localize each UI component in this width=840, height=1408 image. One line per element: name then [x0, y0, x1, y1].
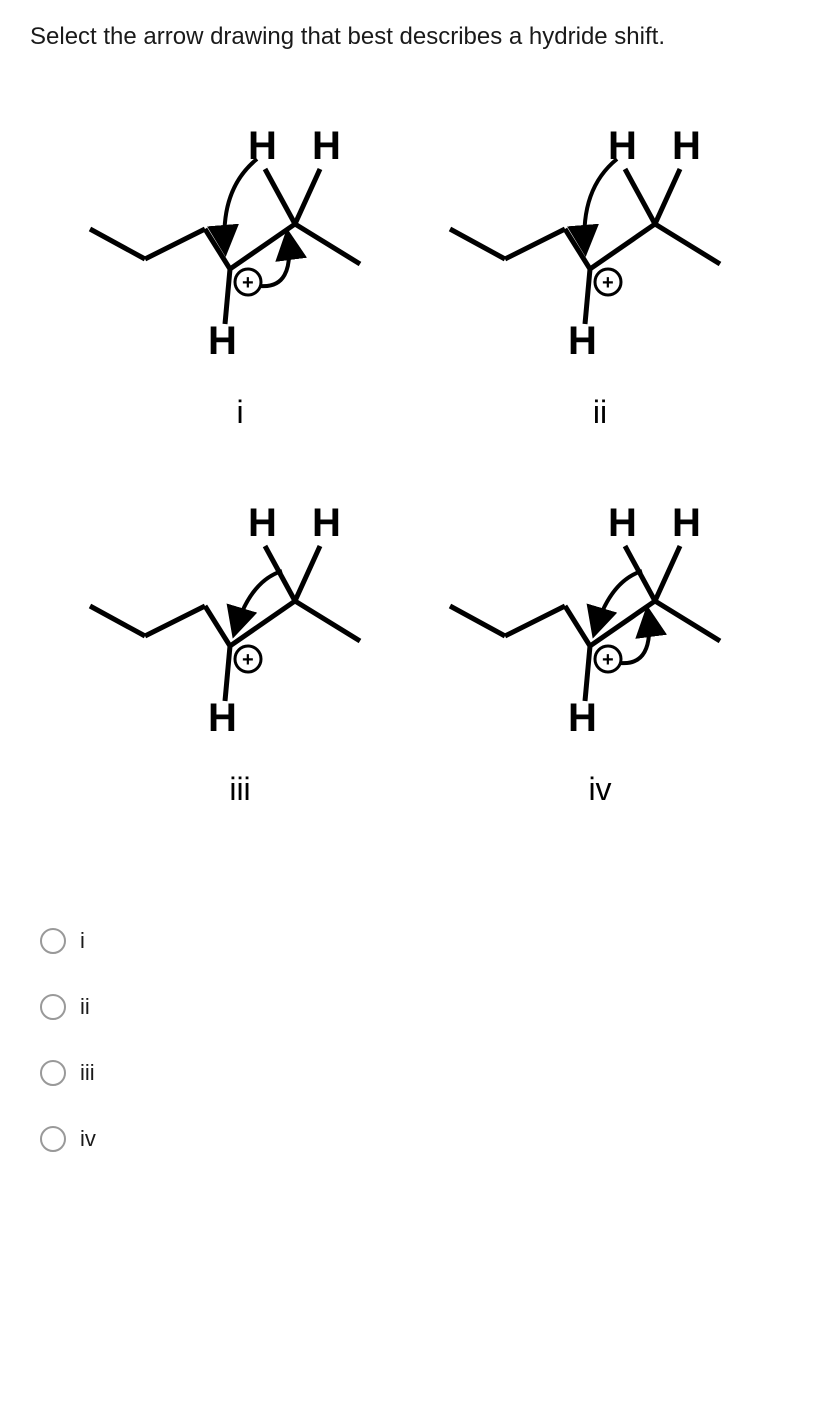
atom-h-bottom: H: [208, 319, 237, 363]
option-iv[interactable]: iv: [40, 1126, 810, 1152]
plus-charge: +: [242, 272, 254, 294]
atom-h-bottom: H: [568, 319, 597, 363]
atom-h-top-right: H: [312, 124, 341, 168]
diagram-label-i: i: [236, 394, 243, 431]
atom-h-bottom: H: [208, 696, 237, 740]
plus-charge: +: [242, 649, 254, 671]
diagram-label-iii: iii: [229, 771, 250, 808]
option-label-i: i: [80, 928, 85, 954]
option-label-ii: ii: [80, 994, 90, 1020]
diagram-label-ii: ii: [593, 394, 607, 431]
plus-charge: +: [602, 272, 614, 294]
answer-options: i ii iii iv: [30, 928, 810, 1152]
diagram-iv: H H H + iv: [430, 491, 770, 808]
diagrams-grid: H H H + i H: [30, 114, 810, 808]
option-ii[interactable]: ii: [40, 994, 810, 1020]
molecule-ii-svg: H H H +: [430, 114, 770, 374]
radio-i[interactable]: [40, 928, 66, 954]
diagram-i: H H H + i: [70, 114, 410, 431]
atom-h-top-right: H: [672, 501, 701, 545]
question-text: Select the arrow drawing that best descr…: [30, 20, 810, 54]
diagram-label-iv: iv: [588, 771, 611, 808]
atom-h-top-left: H: [248, 501, 277, 545]
option-label-iv: iv: [80, 1126, 96, 1152]
diagram-iii: H H H + iii: [70, 491, 410, 808]
radio-ii[interactable]: [40, 994, 66, 1020]
atom-h-top-left: H: [608, 501, 637, 545]
option-label-iii: iii: [80, 1060, 95, 1086]
radio-iv[interactable]: [40, 1126, 66, 1152]
molecule-i-svg: H H H +: [70, 114, 410, 374]
molecule-iv-svg: H H H +: [430, 491, 770, 751]
atom-h-bottom: H: [568, 696, 597, 740]
option-i[interactable]: i: [40, 928, 810, 954]
radio-iii[interactable]: [40, 1060, 66, 1086]
diagram-ii: H H H + ii: [430, 114, 770, 431]
molecule-iii-svg: H H H +: [70, 491, 410, 751]
option-iii[interactable]: iii: [40, 1060, 810, 1086]
plus-charge: +: [602, 649, 614, 671]
atom-h-top-right: H: [672, 124, 701, 168]
atom-h-top-right: H: [312, 501, 341, 545]
